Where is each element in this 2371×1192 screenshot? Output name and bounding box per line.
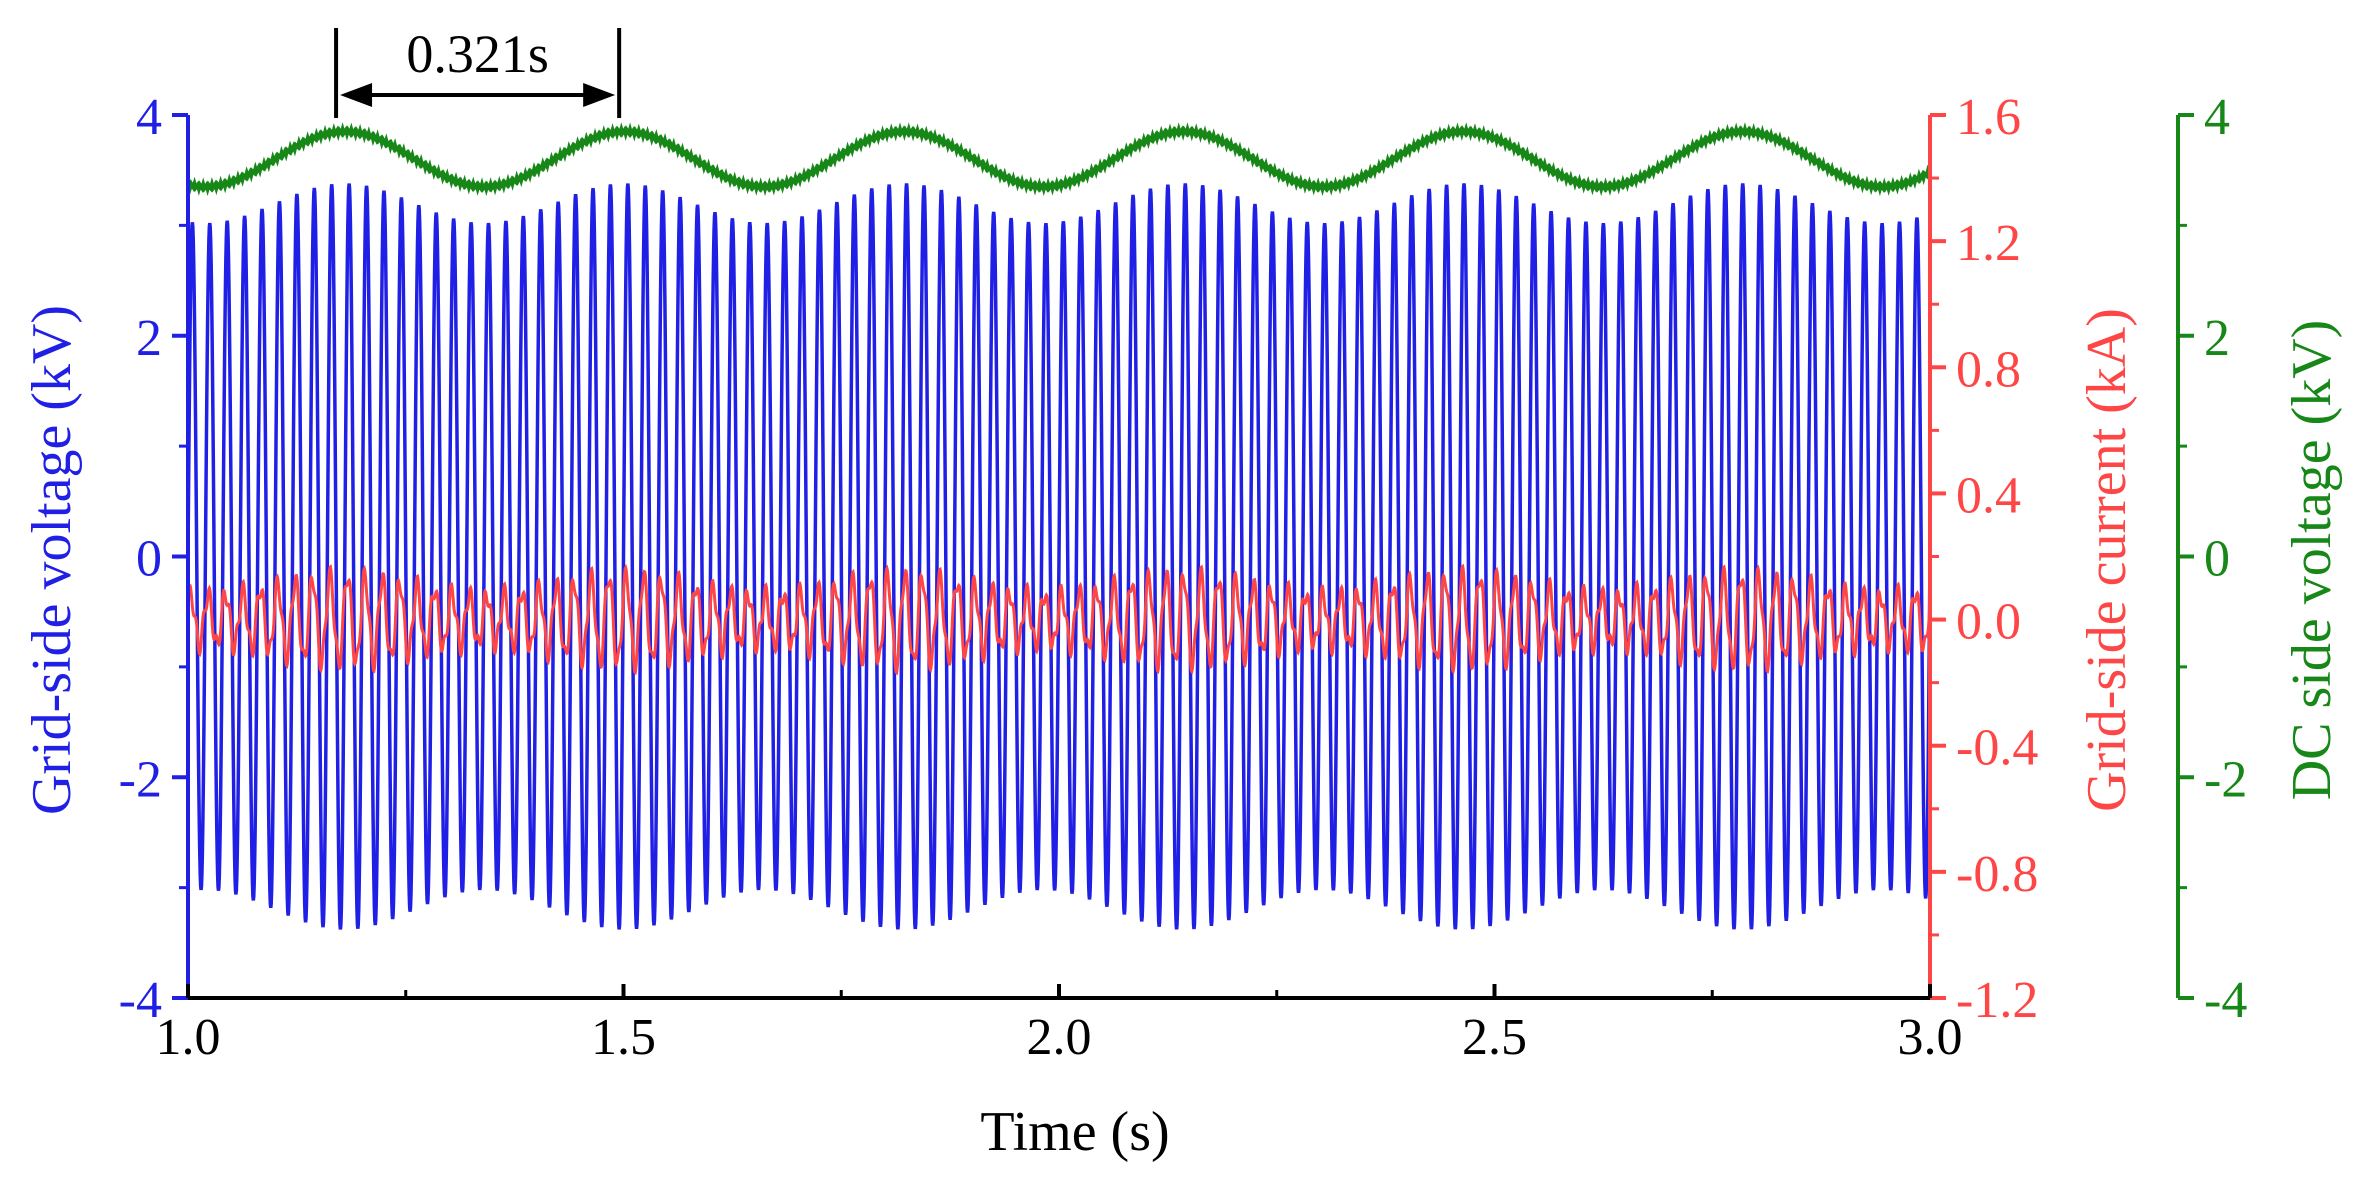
right1-y-tick-label: -0.8 bbox=[1956, 846, 2038, 903]
x-tick-label: 1.0 bbox=[156, 1009, 221, 1066]
x-tick-label: 1.5 bbox=[591, 1009, 656, 1066]
left-y-tick-label: 4 bbox=[136, 89, 162, 146]
right1-y-axis-label: Grid-side current (kA) bbox=[2076, 308, 2138, 812]
period-annotation: 0.321s bbox=[334, 24, 622, 118]
right2-y-axis-label: DC side voltage (kV) bbox=[2281, 320, 2343, 801]
left-y-tick-label: 0 bbox=[136, 531, 162, 588]
annotation-arrow-right bbox=[583, 83, 616, 107]
right2-y-tick-label: 4 bbox=[2204, 89, 2230, 146]
annotation-arrow-left bbox=[340, 83, 373, 107]
right1-y-tick-label: 1.6 bbox=[1956, 89, 2021, 146]
right2-y-tick-label: -4 bbox=[2204, 972, 2247, 1029]
right2-y-tick-label: 0 bbox=[2204, 531, 2230, 588]
x-tick-label: 3.0 bbox=[1898, 1009, 1963, 1066]
annotation-label: 0.321s bbox=[406, 24, 549, 84]
right1-y-tick-label: 0.0 bbox=[1956, 594, 2021, 651]
right1-y-tick-label: -0.4 bbox=[1956, 720, 2038, 777]
right1-y-tick-label: 0.8 bbox=[1956, 341, 2021, 398]
left-y-tick-label: -2 bbox=[119, 751, 162, 808]
left-y-axis-label: Grid-side voltage (kV) bbox=[21, 305, 83, 815]
right1-y-tick-label: 1.2 bbox=[1956, 215, 2021, 272]
ticks: 4 2 0 -2 -4 1.6 1.2 0.8 0.4 0.0 -0.4 -0.8 -1.2 4 2 0 -2 -… bbox=[119, 89, 2248, 1066]
right1-y-tick-label: -1.2 bbox=[1956, 972, 2038, 1029]
right2-y-tick-label: -2 bbox=[2204, 751, 2247, 808]
left-y-tick-label: -4 bbox=[119, 972, 162, 1029]
x-tick-label: 2.0 bbox=[1027, 1009, 1092, 1066]
right1-y-tick-label: 0.4 bbox=[1956, 467, 2021, 524]
left-y-tick-label: 2 bbox=[136, 310, 162, 367]
plot-area bbox=[186, 122, 1932, 930]
x-tick-label: 2.5 bbox=[1462, 1009, 1527, 1066]
grid-current-series bbox=[186, 563, 1932, 676]
x-axis-label: Time (s) bbox=[980, 1101, 1169, 1163]
grid-voltage-series bbox=[186, 183, 1932, 930]
dc-voltage-series bbox=[186, 122, 1932, 197]
right2-y-tick-label: 2 bbox=[2204, 310, 2230, 367]
